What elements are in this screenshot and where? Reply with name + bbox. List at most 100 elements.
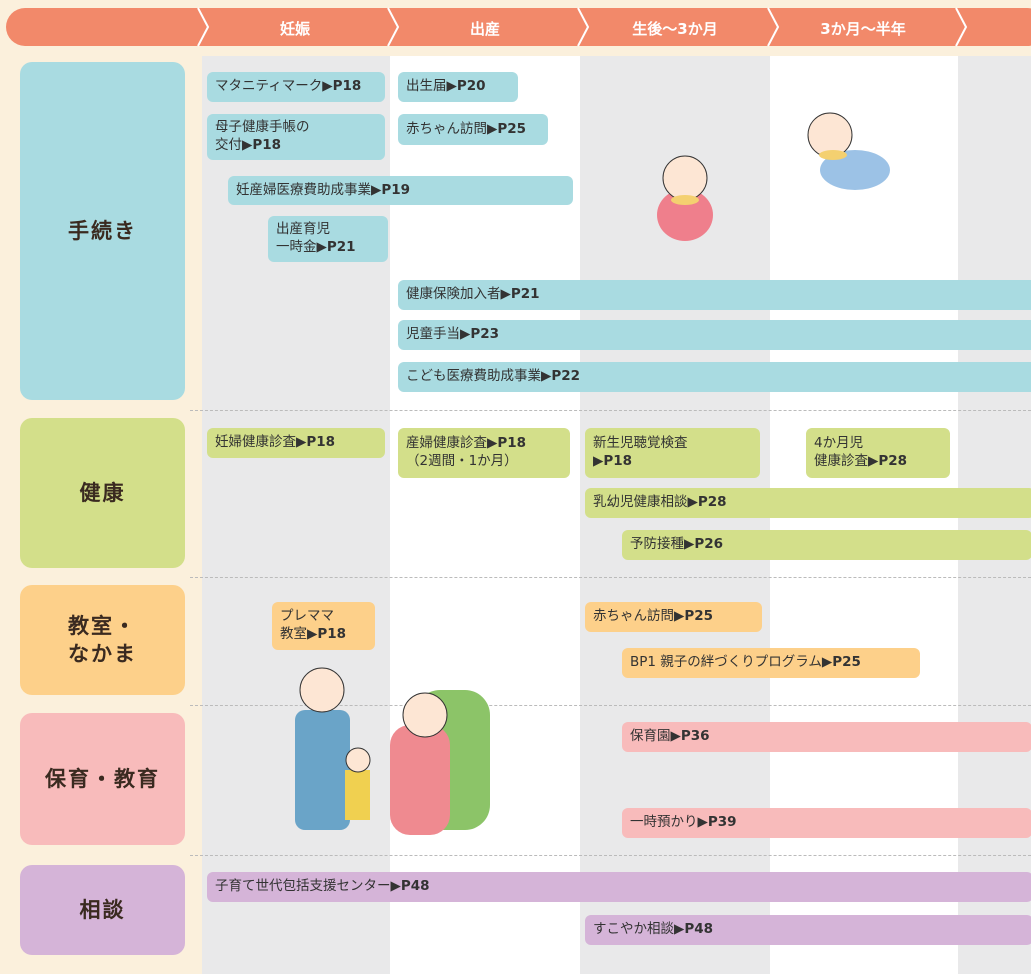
item-text: 妊産婦医療費助成事業 [236, 181, 371, 198]
timeline-item: 健康保険加入者▶P21 [398, 280, 1031, 310]
page-reference: ▶P21 [316, 239, 356, 255]
header-bar [6, 7, 1031, 47]
baby-illustration [807, 112, 890, 190]
item-line: 出産育児 一時金▶P21 [276, 221, 380, 256]
item-text: マタニティマーク [215, 78, 323, 95]
timeline-item: すこやか相談▶P48 [585, 915, 1031, 945]
item-text: 予防接種 [630, 536, 684, 553]
timeline-item: 出生届▶P20 [398, 72, 518, 102]
family-illustration [295, 667, 490, 835]
item-line: 妊産婦医療費助成事業▶P19 [236, 182, 565, 200]
item-text: 出産育児 一時金 [276, 221, 330, 255]
page-reference: ▶P26 [684, 536, 724, 553]
page-reference: ▶P22 [541, 368, 581, 385]
baby-illustration [657, 155, 713, 241]
item-line: 4か月児 健康診査▶P28 [814, 435, 942, 470]
timeline-item: 保育園▶P36 [622, 722, 1031, 752]
item-text: 乳幼児健康相談 [593, 494, 688, 511]
timeline-item: プレママ 教室▶P18 [272, 602, 375, 650]
page-reference: ▶P48 [674, 921, 714, 938]
item-line: 母子健康手帳の 交付▶P18 [215, 119, 377, 154]
page-reference: ▶P18 [307, 626, 347, 642]
item-line: 乳幼児健康相談▶P28 [593, 494, 1027, 512]
category-label: 教室・ なかま [20, 585, 185, 695]
timeline-item: 母子健康手帳の 交付▶P18 [207, 114, 385, 160]
timeline-item: 4か月児 健康診査▶P28 [806, 428, 950, 478]
timeline-item: マタニティマーク▶P18 [207, 72, 385, 102]
item-line: 健康保険加入者▶P21 [406, 286, 1030, 304]
page-reference: ▶P25 [487, 120, 527, 137]
item-line: 児童手当▶P23 [406, 326, 1030, 344]
item-text: 一時預かり [630, 814, 698, 831]
page-reference: ▶P28 [687, 494, 727, 511]
column-header: 出産 [469, 20, 500, 38]
item-text: 新生児聴覚検査 [593, 435, 688, 452]
item-line: 出生届▶P20 [406, 78, 510, 96]
page-reference: ▶P20 [446, 78, 486, 95]
item-text: 4か月児 健康診査 [814, 435, 868, 469]
divider [190, 855, 1031, 856]
page-reference: ▶P18 [593, 453, 633, 469]
item-text: 出生届 [406, 78, 447, 95]
item-line: 産婦健康診査▶P18 [406, 435, 562, 453]
divider [190, 410, 1031, 411]
category-label: 手続き [20, 62, 185, 400]
timeline-item: 新生児聴覚検査 ▶P18 [585, 428, 760, 478]
page-reference: ▶P25 [821, 654, 861, 671]
item-text: 保育園 [630, 728, 671, 745]
divider [190, 577, 1031, 578]
item-text: プレママ 教室 [280, 608, 334, 642]
timeline-item: 赤ちゃん訪問▶P25 [398, 114, 548, 145]
item-text: 子育て世代包括支援センター [215, 878, 391, 895]
timeline-item: 予防接種▶P26 [622, 530, 1031, 560]
column-header: 生後～3か月 [632, 20, 718, 38]
item-text: 児童手当 [406, 326, 460, 343]
page-reference: ▶P21 [500, 286, 540, 303]
item-line: 子育て世代包括支援センター▶P48 [215, 878, 1025, 896]
timeline-item: 出産育児 一時金▶P21 [268, 216, 388, 262]
timeline-item: BP1 親子の絆づくりプログラム▶P25 [622, 648, 920, 678]
item-line: マタニティマーク▶P18 [215, 78, 377, 96]
item-line: こども医療費助成事業▶P22 [406, 368, 1030, 386]
item-line: プレママ 教室▶P18 [280, 608, 367, 643]
category-label: 健康 [20, 418, 185, 568]
item-text: 産婦健康診査 [406, 435, 487, 452]
item-text: BP1 親子の絆づくりプログラム [630, 654, 822, 671]
timeline-item: 一時預かり▶P39 [622, 808, 1031, 838]
item-line: 妊婦健康診査▶P18 [215, 434, 377, 452]
page-reference: ▶P19 [371, 181, 411, 198]
item-line: すこやか相談▶P48 [593, 921, 1025, 939]
page-reference: ▶P18 [487, 435, 527, 452]
item-text: こども医療費助成事業 [406, 368, 541, 385]
item-text: 健康保険加入者 [406, 286, 501, 303]
item-text: 赤ちゃん訪問 [593, 608, 674, 625]
timeline-item: 乳幼児健康相談▶P28 [585, 488, 1031, 518]
page-reference: ▶P18 [296, 434, 336, 451]
page-reference: ▶P23 [460, 326, 500, 343]
item-text: 母子健康手帳の 交付 [215, 119, 310, 153]
item-line: 赤ちゃん訪問▶P25 [593, 608, 754, 626]
page-reference: ▶P48 [390, 878, 430, 895]
timeline-item: 子育て世代包括支援センター▶P48 [207, 872, 1031, 902]
timeline-item: 赤ちゃん訪問▶P25 [585, 602, 762, 632]
timeline-item: 妊産婦医療費助成事業▶P19 [228, 176, 573, 205]
timeline-item: こども医療費助成事業▶P22 [398, 362, 1031, 392]
timeline-item: 児童手当▶P23 [398, 320, 1031, 350]
item-note: （2週間・1か月） [406, 453, 518, 469]
page-reference: ▶P18 [322, 78, 362, 95]
item-line: 保育園▶P36 [630, 728, 1024, 746]
column-header: 3か月～半年 [820, 20, 906, 38]
column-header: 妊娠 [279, 20, 310, 38]
item-text: すこやか相談 [593, 921, 674, 938]
page-reference: ▶P25 [674, 608, 714, 625]
page-reference: ▶P39 [697, 814, 737, 831]
page-reference: ▶P18 [242, 137, 282, 153]
timeline-item: 産婦健康診査▶P18 （2週間・1か月） [398, 428, 570, 478]
item-text: 妊婦健康診査 [215, 434, 296, 451]
page-reference: ▶P36 [670, 728, 710, 745]
divider [190, 705, 1031, 706]
item-text: 赤ちゃん訪問 [406, 120, 487, 137]
category-label: 相談 [20, 865, 185, 955]
page-reference: ▶P28 [868, 453, 908, 469]
